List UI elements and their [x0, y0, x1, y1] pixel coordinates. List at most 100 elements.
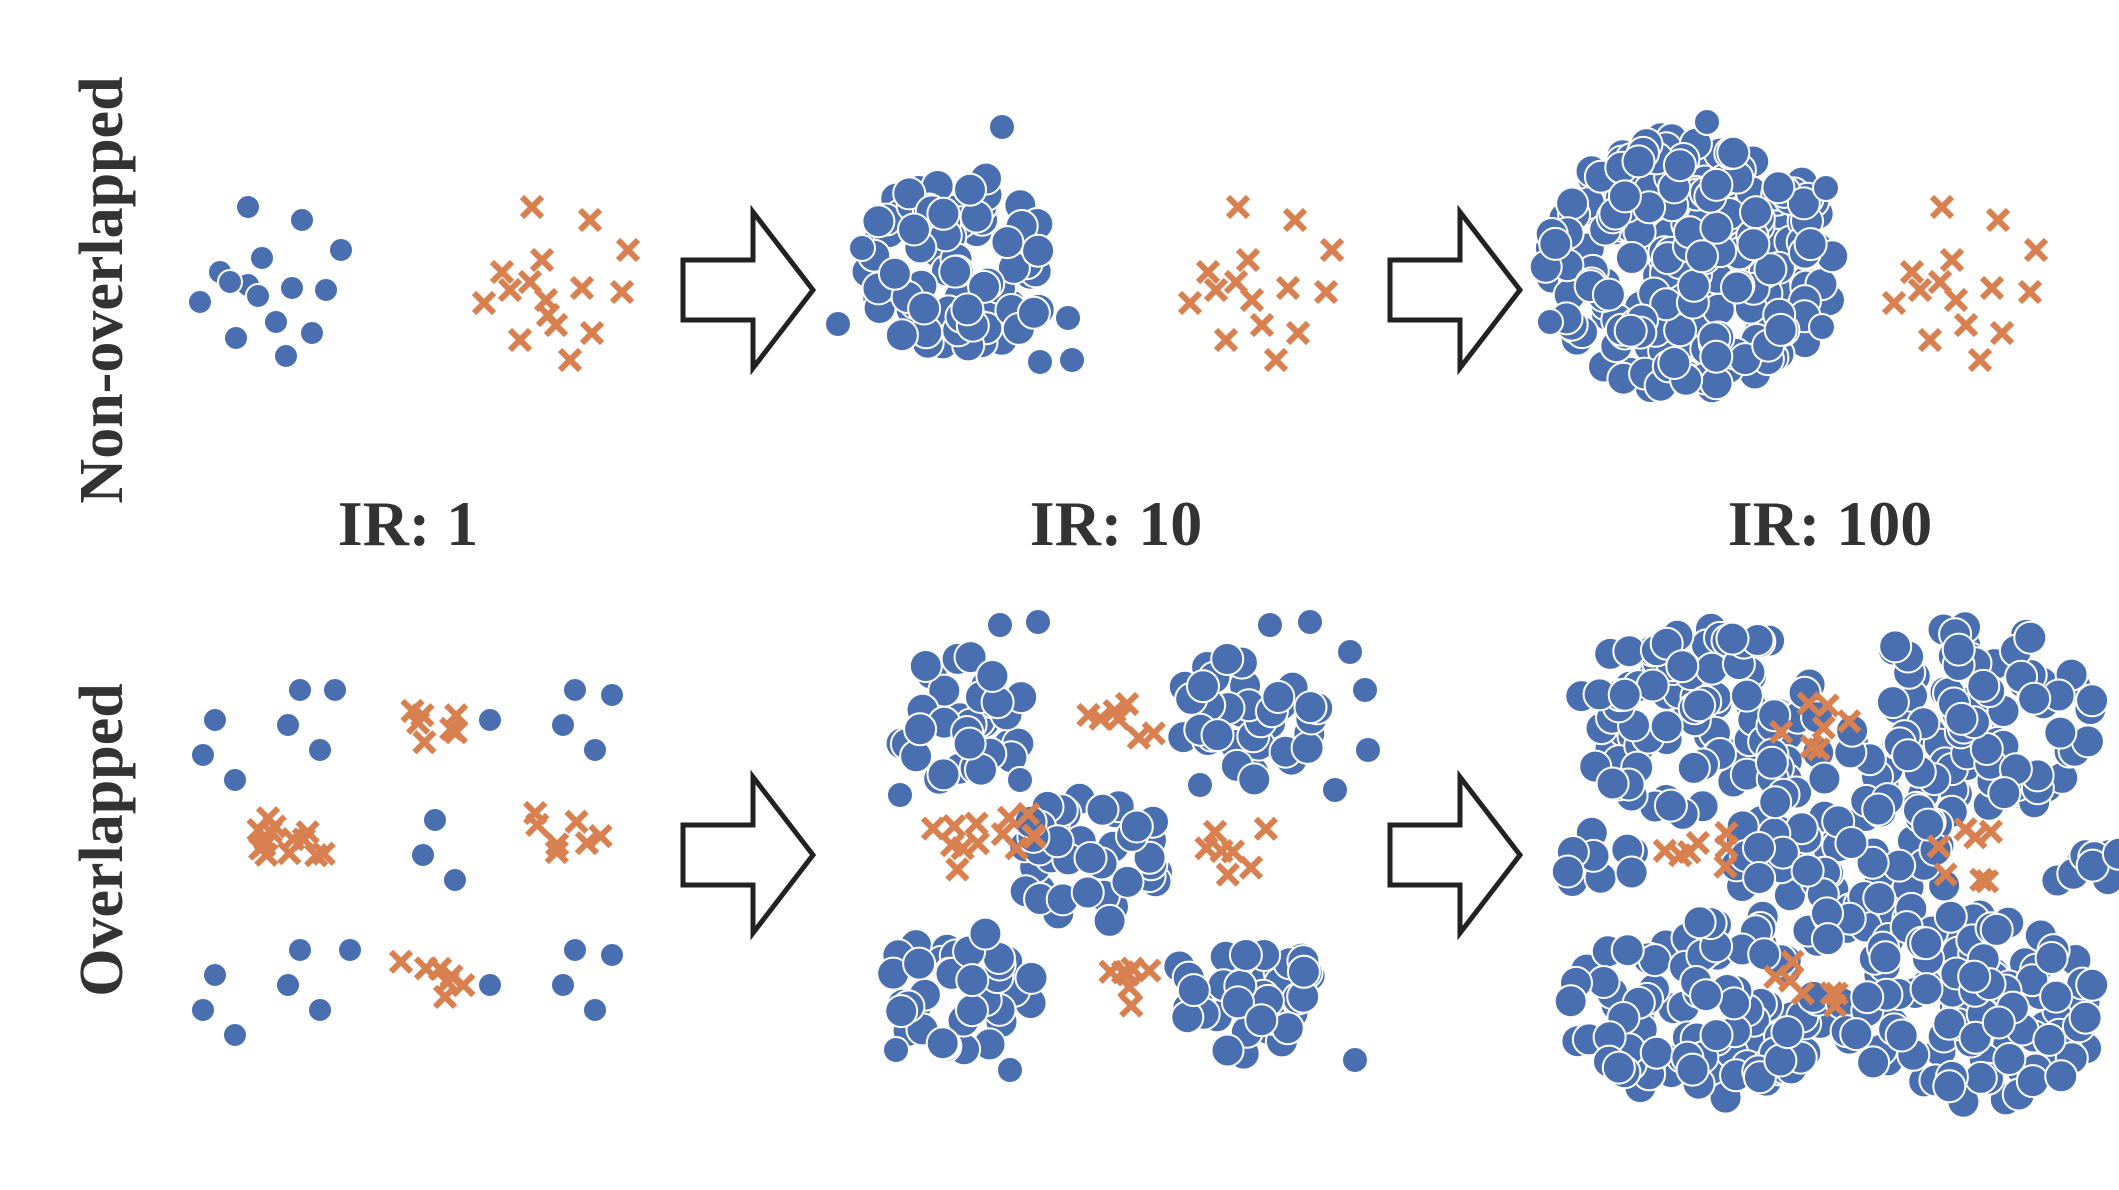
majority-circle-marker — [562, 677, 588, 703]
minority-cross-marker — [1714, 820, 1739, 846]
minority-cross-marker — [990, 821, 1015, 847]
minority-cross-marker — [1824, 981, 1849, 1006]
minority-cross-marker — [1899, 259, 1925, 285]
majority-circle-marker — [1676, 268, 1711, 303]
minority-cross-marker — [1929, 194, 1955, 220]
minority-cross-marker — [2023, 237, 2049, 263]
majority-circle-marker — [1834, 826, 1869, 860]
majority-circle-marker — [1861, 792, 1896, 827]
majority-circle-marker — [1808, 313, 1836, 341]
majority-circle-marker — [1176, 973, 1211, 1008]
right-arrow-icon — [680, 204, 817, 376]
majority-circle-marker — [892, 176, 927, 211]
majority-circle-marker — [1220, 985, 1255, 1020]
majority-circle-marker — [1758, 785, 1793, 820]
majority-circle-marker — [882, 1036, 910, 1064]
minority-cross-marker — [1974, 869, 2000, 894]
majority-circle-marker — [1256, 611, 1284, 639]
minority-cross-marker — [439, 716, 464, 742]
majority-circle-marker — [1351, 676, 1379, 704]
minority-cross-marker — [569, 275, 595, 301]
minority-cross-marker — [1967, 347, 1993, 373]
majority-circle-marker — [1855, 845, 1890, 880]
majority-circle-marker — [877, 256, 912, 291]
majority-circle-marker — [410, 842, 436, 868]
majority-circle-marker — [1689, 978, 1723, 1013]
majority-circle-marker — [217, 269, 243, 295]
minority-cross-marker — [1177, 290, 1203, 316]
majority-circle-marker — [328, 237, 354, 263]
majority-circle-marker — [1699, 167, 1734, 202]
majority-circle-marker — [2075, 683, 2110, 718]
majority-circle-marker — [1614, 241, 1649, 275]
majority-circle-marker — [897, 212, 931, 247]
majority-circle-marker — [1336, 638, 1364, 666]
majority-circle-marker — [287, 937, 313, 963]
majority-circle-marker — [848, 234, 876, 262]
majority-circle-marker — [289, 207, 315, 233]
majority-circle-marker — [562, 937, 588, 963]
majority-circle-marker — [1293, 690, 1328, 725]
majority-circle-marker — [907, 291, 942, 326]
majority-circle-marker — [953, 172, 987, 207]
majority-circle-marker — [275, 972, 301, 998]
majority-circle-marker — [1675, 1052, 1710, 1087]
minority-cross-marker — [525, 812, 550, 838]
minority-cross-marker — [1239, 287, 1265, 313]
minority-cross-marker — [1796, 691, 1821, 716]
majority-circle-marker — [1682, 688, 1717, 723]
minority-cross-marker — [1989, 320, 2015, 346]
majority-circle-marker — [1963, 1060, 1998, 1095]
row-label-overlapped: Overlapped — [68, 683, 136, 997]
majority-circle-marker — [307, 737, 333, 763]
minority-cross-marker — [564, 809, 589, 834]
majority-circle-marker — [1793, 227, 1828, 262]
majority-circle-marker — [1200, 718, 1235, 753]
minority-cross-marker — [291, 827, 316, 852]
majority-circle-marker — [2039, 979, 2074, 1014]
majority-circle-marker — [903, 712, 938, 747]
majority-circle-marker — [1016, 295, 1051, 330]
majority-circle-marker — [1944, 701, 1979, 736]
majority-circle-marker — [1909, 926, 1944, 961]
majority-circle-marker — [938, 254, 973, 289]
minority-cross-marker — [1907, 277, 1933, 303]
minority-cross-marker — [1927, 269, 1953, 295]
majority-circle-marker — [953, 640, 988, 675]
majority-circle-marker — [1763, 1043, 1798, 1078]
majority-circle-marker — [1839, 1017, 1874, 1052]
majority-circle-marker — [1261, 680, 1296, 714]
majority-circle-marker — [986, 611, 1014, 639]
majority-circle-marker — [202, 707, 228, 733]
majority-circle-marker — [1073, 841, 1108, 875]
majority-circle-marker — [442, 867, 468, 893]
ir-label-100: IR: 100 — [1727, 488, 1933, 559]
minority-cross-marker — [1881, 290, 1907, 316]
minority-cross-marker — [1963, 825, 1988, 850]
majority-circle-marker — [1966, 668, 2001, 703]
majority-circle-marker — [1941, 632, 1976, 667]
minority-cross-marker — [388, 949, 414, 974]
minority-cross-marker — [1285, 320, 1311, 346]
majority-circle-marker — [1613, 313, 1648, 348]
minority-cross-marker — [965, 831, 991, 856]
minority-cross-marker — [2017, 279, 2043, 305]
majority-circle-marker — [1186, 669, 1220, 704]
majority-circle-marker — [1286, 954, 1321, 989]
majority-circle-marker — [1607, 179, 1642, 214]
majority-circle-marker — [599, 682, 625, 708]
majority-circle-marker — [1021, 233, 1056, 268]
majority-circle-marker — [1753, 252, 1788, 287]
ir-label-1: IR: 1 — [337, 488, 479, 559]
minority-cross-marker — [939, 832, 965, 858]
minority-cross-marker — [1978, 819, 2004, 844]
minority-cross-marker — [1926, 834, 1951, 859]
minority-cross-marker — [517, 269, 543, 295]
majority-circle-marker — [1290, 730, 1325, 765]
minority-cross-marker — [996, 805, 1022, 830]
minority-cross-marker — [1713, 854, 1738, 879]
minority-cross-marker — [1253, 816, 1279, 841]
majority-circle-marker — [307, 997, 333, 1023]
minority-cross-marker — [1943, 287, 1969, 313]
majority-circle-marker — [1621, 144, 1656, 179]
